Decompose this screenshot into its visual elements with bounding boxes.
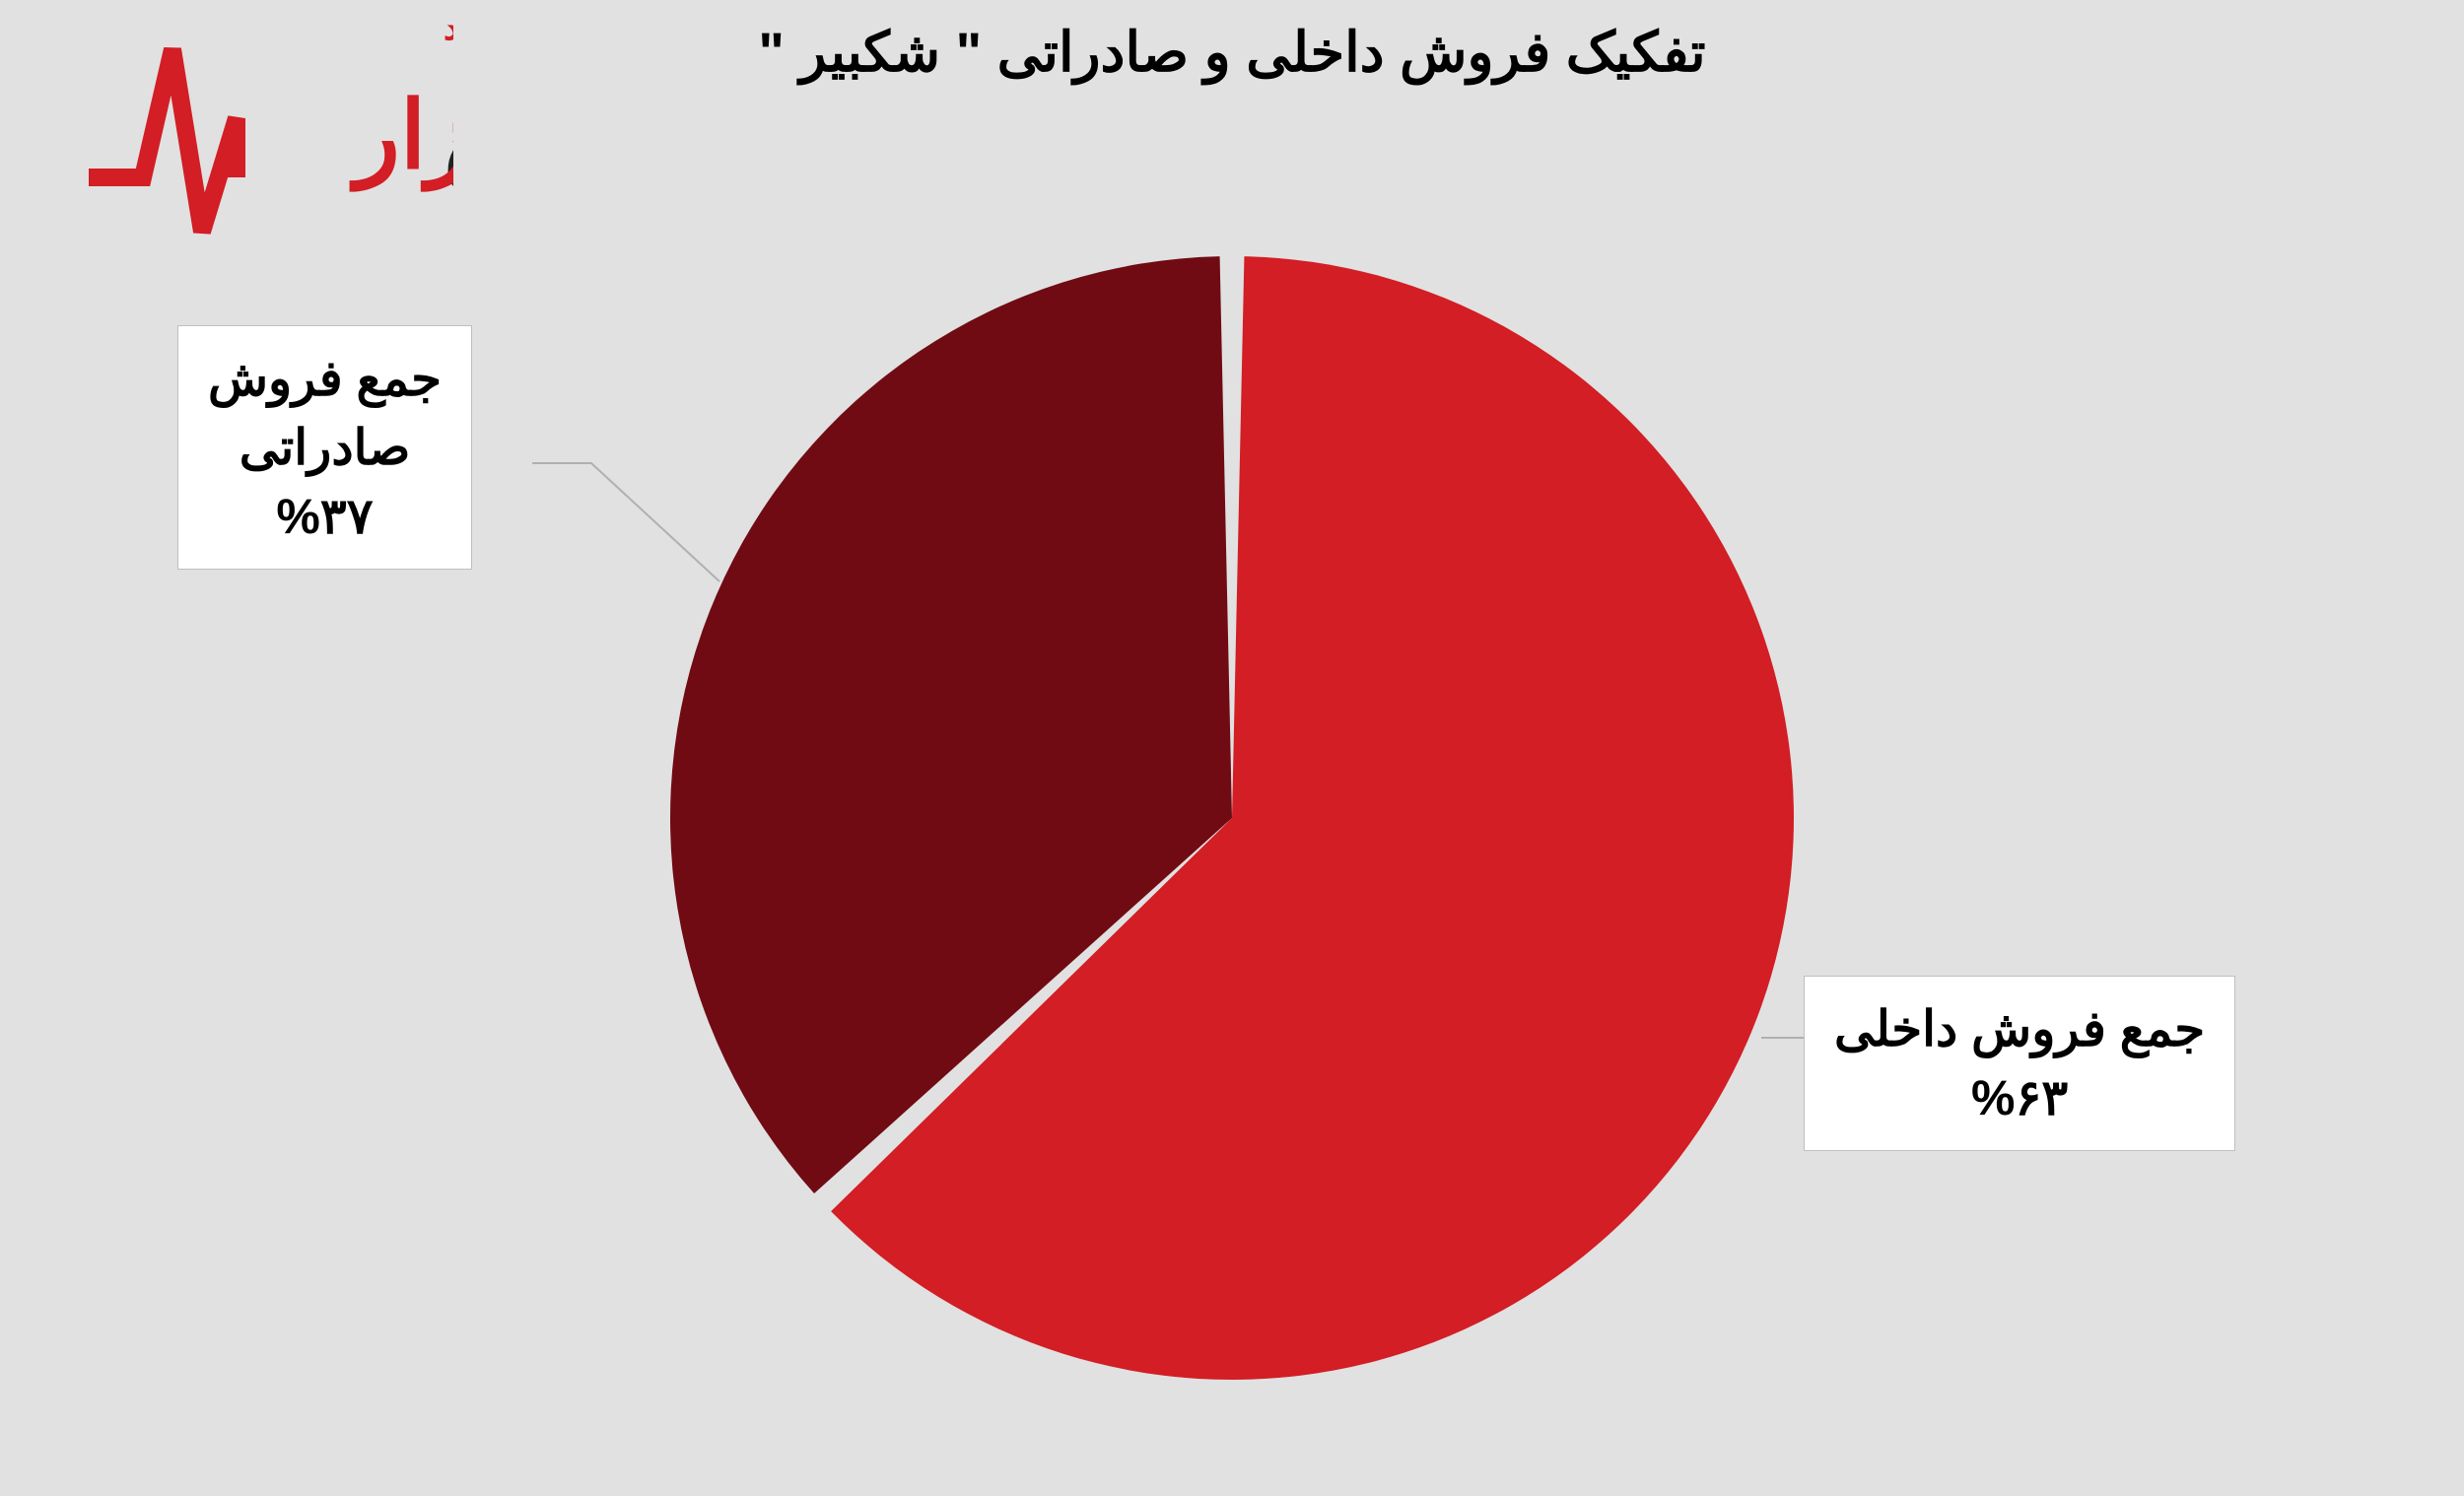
pie-label-export-line1: جمع فروش [208,344,442,413]
svg-text:نبض: نبض [444,84,453,192]
pie-label-export-line3: %۳۷ [208,482,442,551]
chart-title: تفکیک فروش داخلی و صادراتی " شکبیر " [0,20,2464,85]
pie-label-export: جمع فروش صادراتی %۳۷ [177,325,472,570]
pie-chart [650,237,1814,1399]
pie-label-domestic-line1: جمع فروش داخلی [1834,994,2205,1063]
pie-label-export-line2: صادراتی [208,413,442,482]
pie-label-domestic-line2: %۶۳ [1834,1063,2205,1132]
pie-label-domestic: جمع فروش داخلی %۶۳ [1804,976,2235,1151]
svg-text:بازار: بازار [349,84,453,192]
chart-canvas: تفکیک فروش داخلی و صادراتی " شکبیر " نبض… [0,0,2464,1496]
